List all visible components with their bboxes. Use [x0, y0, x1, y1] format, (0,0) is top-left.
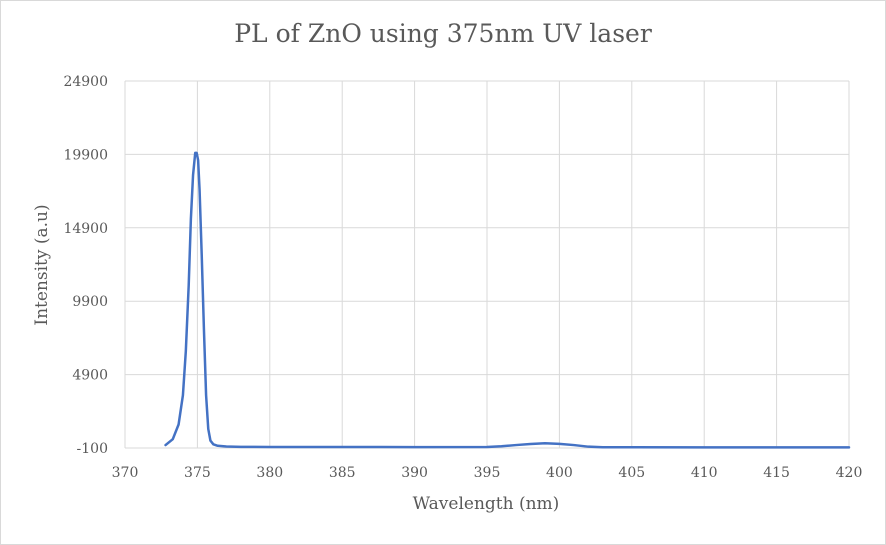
- x-tick-label-10: 420: [836, 465, 863, 481]
- x-tick-label-4: 390: [401, 465, 428, 481]
- y-tick-label-1: 4900: [72, 368, 108, 384]
- x-axis-label: Wavelength (nm): [413, 494, 560, 514]
- grid-lines: [124, 80, 850, 449]
- series-layer: [164, 151, 851, 449]
- x-tick-label-0: 370: [112, 465, 139, 481]
- x-tick-label-3: 385: [329, 465, 356, 481]
- x-tick-label-8: 410: [691, 465, 718, 481]
- y-axis-label: Intensity (a.u): [32, 204, 52, 325]
- chart-title: PL of ZnO using 375nm UV laser: [234, 19, 652, 48]
- y-tick-label-4: 19900: [63, 147, 108, 163]
- x-tick-label-6: 400: [546, 465, 573, 481]
- y-tick-label-3: 14900: [63, 221, 108, 237]
- tick-labels: 370 375 380 385 390 395 400 405 410 415 420 -100 490…: [63, 74, 862, 481]
- y-tick-label-2: 9900: [72, 294, 108, 310]
- y-tick-label-5: 24900: [63, 74, 108, 90]
- x-tick-label-9: 415: [763, 465, 790, 481]
- x-tick-label-7: 405: [618, 465, 645, 481]
- y-tick-label-0: -100: [77, 441, 108, 457]
- series-line-0: [164, 151, 851, 449]
- x-tick-label-5: 395: [474, 465, 501, 481]
- x-tick-label-2: 380: [256, 465, 283, 481]
- x-tick-label-1: 375: [184, 465, 211, 481]
